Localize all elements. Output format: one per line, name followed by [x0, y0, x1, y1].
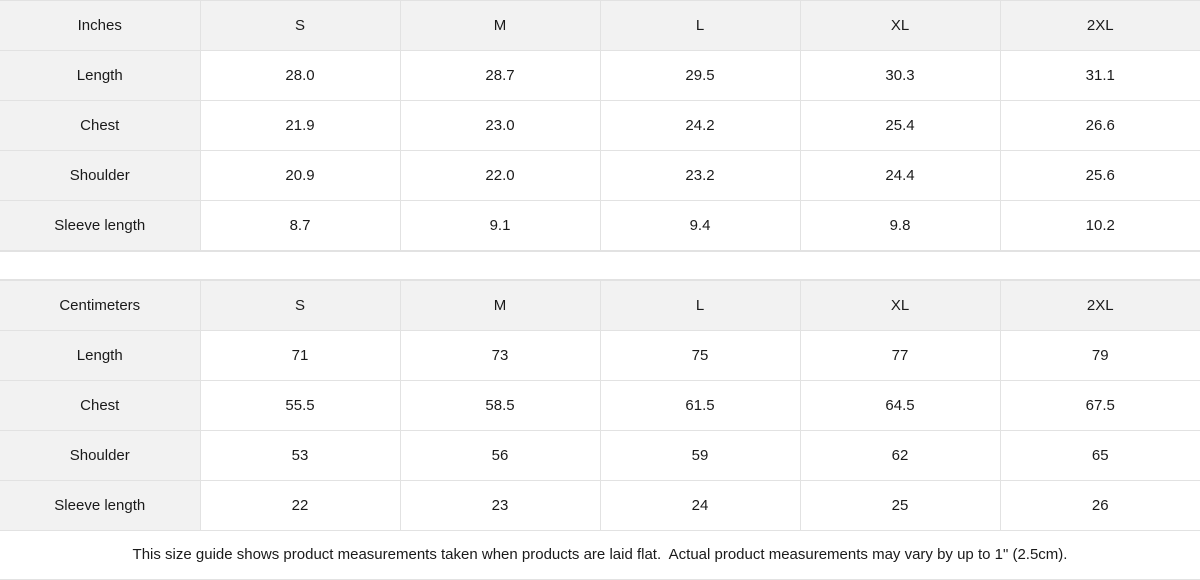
- inches-table: Inches S M L XL 2XL Length 28.0 28.7 29.…: [0, 0, 1200, 251]
- centimeters-table: Centimeters S M L XL 2XL Length 71 73 75…: [0, 280, 1200, 532]
- cell-length-xl: 30.3: [799, 50, 1001, 101]
- cell-sleeve-length-l: 9.4: [599, 200, 801, 251]
- cell-sleeve-length-l: 24: [599, 480, 801, 532]
- row-label-shoulder: Shoulder: [0, 150, 201, 201]
- column-header-2xl: 2XL: [999, 0, 1200, 51]
- table-row: Sleeve length 8.7 9.1 9.4 9.8 10.2: [0, 200, 1200, 251]
- table-row: Shoulder 53 56 59 62 65: [0, 430, 1200, 482]
- cell-chest-xl: 64.5: [799, 380, 1001, 432]
- centimeters-table-body: Length 71 73 75 77 79 Chest 55.5 58.5 61…: [0, 330, 1200, 532]
- table-header-row: Inches S M L XL 2XL: [0, 0, 1200, 51]
- cell-chest-s: 21.9: [199, 100, 401, 151]
- column-header-m: M: [399, 280, 601, 332]
- cell-length-m: 73: [399, 330, 601, 382]
- column-header-xl: XL: [799, 280, 1001, 332]
- cell-length-2xl: 31.1: [999, 50, 1200, 101]
- table-row: Length 71 73 75 77 79: [0, 330, 1200, 382]
- column-header-l: L: [599, 280, 801, 332]
- row-label-sleeve-length: Sleeve length: [0, 200, 201, 251]
- cell-sleeve-length-xl: 25: [799, 480, 1001, 532]
- cell-sleeve-length-m: 23: [399, 480, 601, 532]
- table-row: Sleeve length 22 23 24 25 26: [0, 480, 1200, 532]
- cell-chest-m: 23.0: [399, 100, 601, 151]
- row-label-length: Length: [0, 50, 201, 101]
- cell-sleeve-length-2xl: 26: [999, 480, 1200, 532]
- column-header-s: S: [199, 0, 401, 51]
- table-row: Chest 21.9 23.0 24.2 25.4 26.6: [0, 100, 1200, 151]
- cell-sleeve-length-xl: 9.8: [799, 200, 1001, 251]
- cell-shoulder-s: 20.9: [199, 150, 401, 201]
- cell-shoulder-m: 56: [399, 430, 601, 482]
- cell-shoulder-s: 53: [199, 430, 401, 482]
- cell-length-l: 75: [599, 330, 801, 382]
- row-label-chest: Chest: [0, 380, 201, 432]
- column-header-2xl: 2XL: [999, 280, 1200, 332]
- cell-length-m: 28.7: [399, 50, 601, 101]
- cell-chest-xl: 25.4: [799, 100, 1001, 151]
- cell-sleeve-length-2xl: 10.2: [999, 200, 1200, 251]
- cell-chest-2xl: 26.6: [999, 100, 1200, 151]
- table-row: Shoulder 20.9 22.0 23.2 24.4 25.6: [0, 150, 1200, 201]
- cell-length-s: 71: [199, 330, 401, 382]
- column-header-s: S: [199, 280, 401, 332]
- cell-chest-s: 55.5: [199, 380, 401, 432]
- table-row: Chest 55.5 58.5 61.5 64.5 67.5: [0, 380, 1200, 432]
- cell-chest-l: 61.5: [599, 380, 801, 432]
- column-header-xl: XL: [799, 0, 1001, 51]
- cell-chest-2xl: 67.5: [999, 380, 1200, 432]
- cell-shoulder-2xl: 65: [999, 430, 1200, 482]
- table-gap-divider: [0, 251, 1200, 281]
- cell-length-2xl: 79: [999, 330, 1200, 382]
- column-header-m: M: [399, 0, 601, 51]
- row-label-sleeve-length: Sleeve length: [0, 480, 201, 532]
- unit-header-inches: Inches: [0, 0, 201, 51]
- cell-sleeve-length-m: 9.1: [399, 200, 601, 251]
- cell-shoulder-l: 23.2: [599, 150, 801, 201]
- cell-chest-m: 58.5: [399, 380, 601, 432]
- table-header-row: Centimeters S M L XL 2XL: [0, 280, 1200, 332]
- cell-chest-l: 24.2: [599, 100, 801, 151]
- cell-shoulder-l: 59: [599, 430, 801, 482]
- centimeters-table-head: Centimeters S M L XL 2XL: [0, 280, 1200, 332]
- cell-shoulder-xl: 24.4: [799, 150, 1001, 201]
- size-guide-note: This size guide shows product measuremen…: [0, 531, 1200, 580]
- column-header-l: L: [599, 0, 801, 51]
- row-label-length: Length: [0, 330, 201, 382]
- inches-table-body: Length 28.0 28.7 29.5 30.3 31.1 Chest 21…: [0, 50, 1200, 251]
- cell-length-xl: 77: [799, 330, 1001, 382]
- cell-sleeve-length-s: 22: [199, 480, 401, 532]
- cell-length-l: 29.5: [599, 50, 801, 101]
- unit-header-centimeters: Centimeters: [0, 280, 201, 332]
- cell-shoulder-m: 22.0: [399, 150, 601, 201]
- row-label-shoulder: Shoulder: [0, 430, 201, 482]
- cell-shoulder-xl: 62: [799, 430, 1001, 482]
- row-label-chest: Chest: [0, 100, 201, 151]
- cell-shoulder-2xl: 25.6: [999, 150, 1200, 201]
- table-row: Length 28.0 28.7 29.5 30.3 31.1: [0, 50, 1200, 101]
- inches-table-head: Inches S M L XL 2XL: [0, 0, 1200, 51]
- cell-length-s: 28.0: [199, 50, 401, 101]
- cell-sleeve-length-s: 8.7: [199, 200, 401, 251]
